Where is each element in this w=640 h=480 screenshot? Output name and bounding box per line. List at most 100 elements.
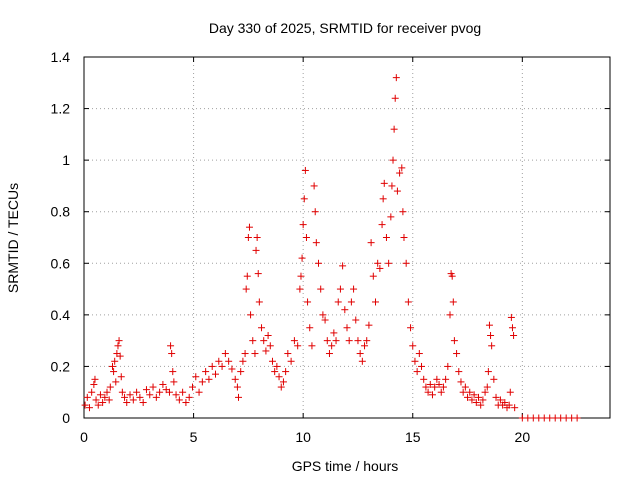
data-point xyxy=(354,337,362,345)
data-point xyxy=(175,396,183,404)
data-point xyxy=(251,350,259,358)
x-tick-label: 5 xyxy=(190,429,198,445)
data-point xyxy=(133,388,141,396)
data-point xyxy=(319,311,327,319)
data-point xyxy=(247,311,255,319)
data-point xyxy=(325,350,333,358)
data-point xyxy=(121,393,129,401)
data-point xyxy=(323,337,331,345)
data-point xyxy=(212,370,219,378)
data-point xyxy=(215,357,223,365)
data-point xyxy=(105,396,113,404)
y-tick-label: 1.4 xyxy=(51,49,71,65)
data-point xyxy=(233,383,241,391)
data-point xyxy=(426,380,434,388)
data-point xyxy=(371,298,379,306)
data-point xyxy=(374,259,382,267)
data-point xyxy=(378,221,386,229)
data-point xyxy=(365,321,373,329)
data-point xyxy=(182,399,190,407)
data-point xyxy=(347,298,355,306)
data-point xyxy=(358,357,366,365)
data-point xyxy=(244,234,252,241)
data-point xyxy=(472,399,480,407)
data-point xyxy=(511,404,519,412)
data-point xyxy=(477,401,485,409)
data-point xyxy=(418,362,426,370)
data-point xyxy=(345,337,353,345)
data-point xyxy=(167,342,175,350)
data-point xyxy=(308,342,316,350)
data-point xyxy=(573,414,581,422)
data-point xyxy=(484,368,492,376)
data-point xyxy=(356,350,364,358)
data-point xyxy=(139,399,147,407)
data-point xyxy=(507,313,515,321)
data-point xyxy=(466,388,474,396)
data-point xyxy=(262,347,270,355)
x-tick-label: 15 xyxy=(405,429,421,445)
data-point xyxy=(241,350,249,358)
y-tick-label: 0.6 xyxy=(51,255,71,271)
data-point xyxy=(455,368,463,376)
data-point xyxy=(415,350,423,358)
data-point xyxy=(297,272,305,280)
data-point xyxy=(123,399,131,407)
data-point xyxy=(114,342,122,350)
data-point xyxy=(304,298,312,306)
axis-ticks: 0 5 10 15 20 0 0.2 0.4 0.6 0.8 1 1.2 1.4 xyxy=(51,49,610,445)
data-point xyxy=(159,380,167,388)
data-point xyxy=(253,234,261,241)
data-point xyxy=(249,337,257,345)
data-point xyxy=(188,383,196,391)
data-point xyxy=(91,375,99,383)
data-point xyxy=(149,383,157,391)
data-point xyxy=(422,383,430,391)
data-point xyxy=(106,383,114,391)
data-point xyxy=(83,393,91,401)
data-point xyxy=(311,208,319,216)
data-point xyxy=(271,368,279,376)
data-point xyxy=(142,386,150,394)
data-point xyxy=(282,368,290,376)
data-point xyxy=(442,375,450,383)
x-tick-label: 0 xyxy=(80,429,88,445)
data-point xyxy=(169,368,177,376)
y-tick-label: 1 xyxy=(62,152,70,168)
data-point xyxy=(243,272,251,280)
data-point xyxy=(205,375,213,383)
y-axis-label: SRMTID / TECUs xyxy=(5,183,21,293)
data-point xyxy=(198,378,206,386)
data-point xyxy=(439,383,447,391)
data-point xyxy=(103,388,111,396)
data-point xyxy=(388,182,396,190)
data-point xyxy=(376,264,384,272)
data-point xyxy=(302,234,310,241)
data-point xyxy=(315,259,323,267)
data-point xyxy=(277,383,285,391)
data-point xyxy=(391,94,399,102)
data-point xyxy=(192,373,200,381)
data-point xyxy=(254,270,262,278)
data-point xyxy=(392,74,400,82)
data-point xyxy=(468,396,476,404)
data-point xyxy=(90,380,98,388)
data-point xyxy=(444,362,452,370)
data-point xyxy=(208,362,216,370)
data-point xyxy=(290,337,298,345)
data-point xyxy=(202,368,210,376)
data-point xyxy=(112,378,120,386)
x-tick-label: 10 xyxy=(295,429,311,445)
data-point xyxy=(279,378,287,386)
data-point xyxy=(506,388,514,396)
data-point xyxy=(301,166,309,174)
data-point xyxy=(487,331,495,339)
data-point xyxy=(252,246,260,254)
data-point xyxy=(92,396,100,404)
data-point xyxy=(339,262,347,270)
data-point xyxy=(255,298,263,306)
data-point xyxy=(496,396,504,404)
data-point xyxy=(116,352,124,360)
data-point xyxy=(350,285,358,293)
data-point xyxy=(321,316,329,324)
